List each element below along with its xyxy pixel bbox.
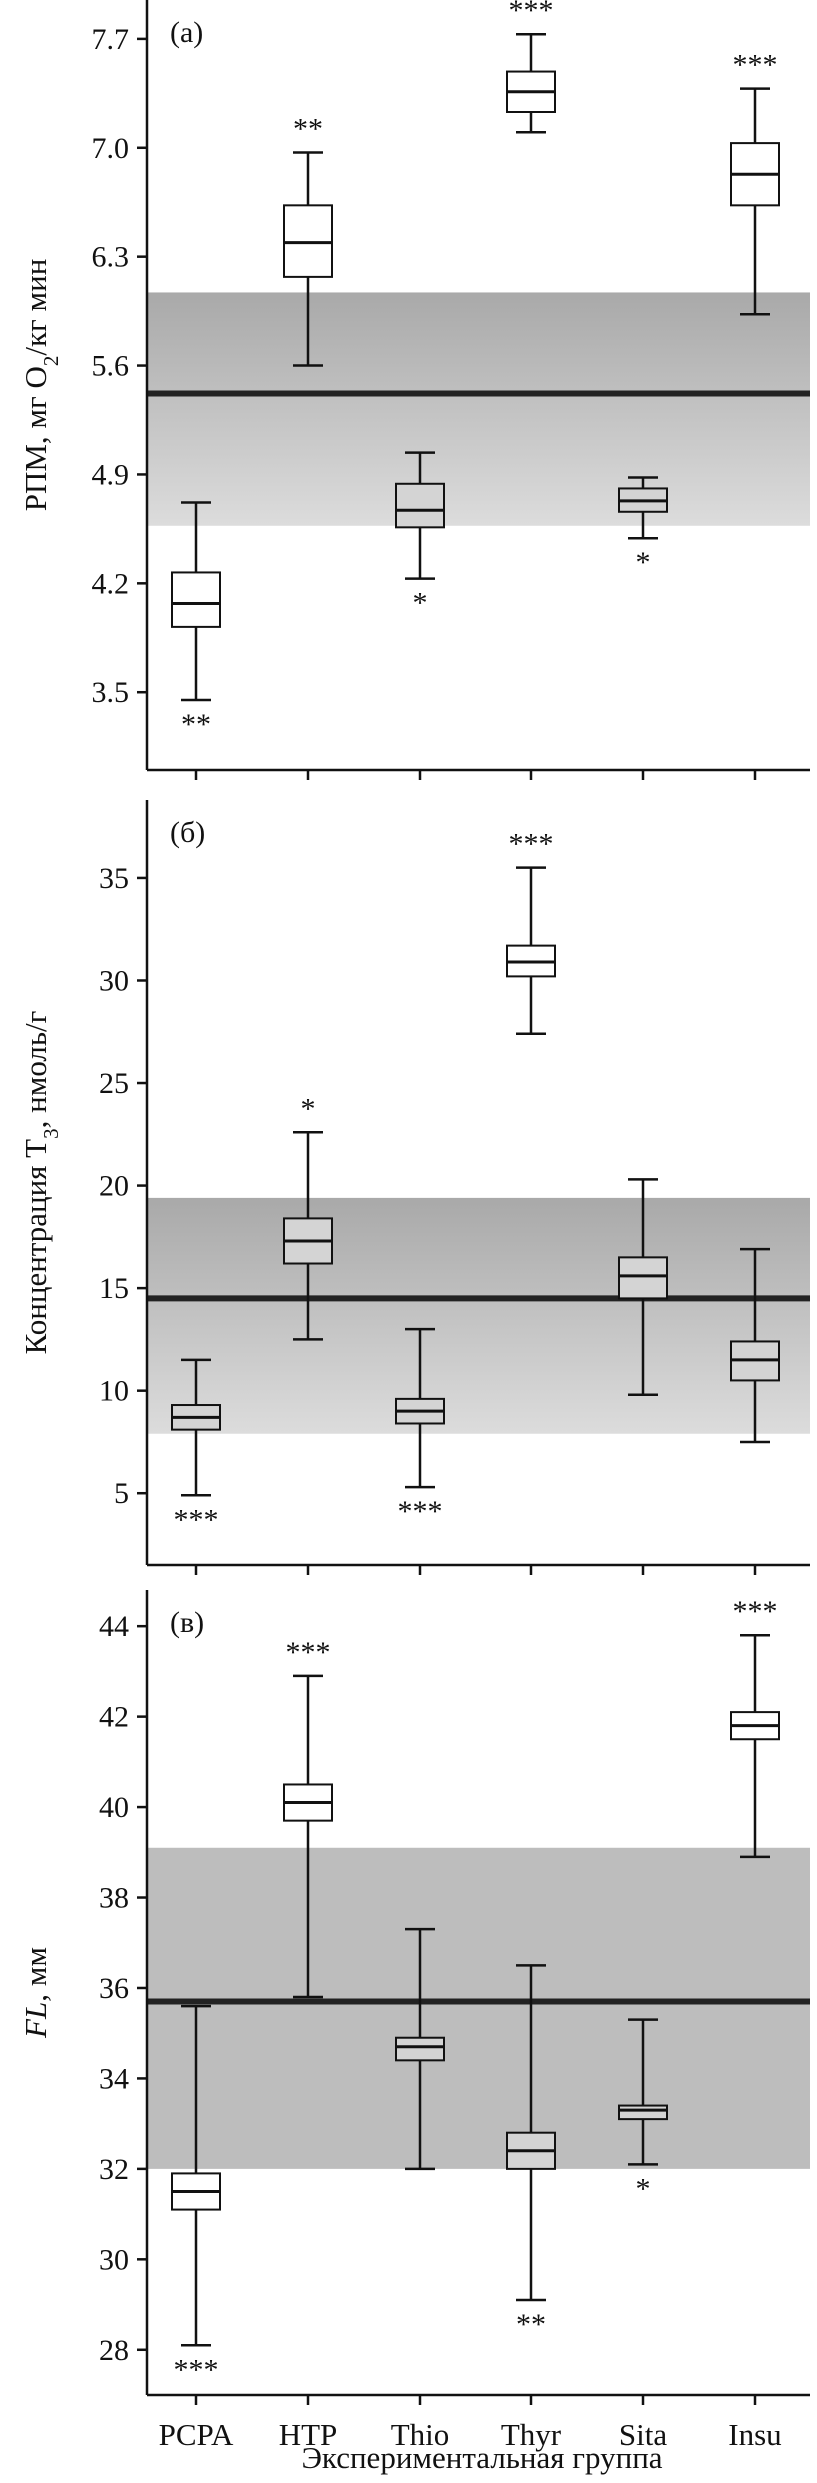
significance-label: ** — [181, 708, 211, 741]
significance-label: *** — [174, 2353, 219, 2386]
panel-2: 5 10 15 20 25 30 35 (б) Концентрация T3, нмоль/г… — [18, 800, 810, 1575]
y-tick-label: 36 — [99, 1972, 129, 2005]
y-axis-title: Концентрация T3, нмоль/г — [18, 1011, 63, 1355]
box-body — [171, 571, 221, 628]
box-body — [618, 2104, 668, 2121]
category-label: Insu — [728, 2417, 781, 2452]
y-axis-title: РПМ, мг O2/кг мин — [18, 259, 63, 512]
significance-label: * — [301, 1092, 316, 1125]
reference-band — [147, 1197, 810, 1434]
y-tick-label: 38 — [99, 1882, 129, 1915]
y-tick-label: 6.3 — [92, 241, 130, 274]
y-tick-label: 28 — [99, 2334, 129, 2367]
box-thio: *** — [395, 1327, 445, 1528]
significance-label: *** — [733, 49, 778, 82]
y-tick-label: 4.9 — [92, 458, 130, 491]
y-tick-label: 34 — [99, 2062, 129, 2095]
box-thio — [395, 1927, 445, 2171]
y-tick-label: 30 — [99, 964, 129, 997]
box-htp: * — [283, 1092, 333, 1341]
y-tick-label: 30 — [99, 2243, 129, 2276]
y-tick-label: 5 — [114, 1477, 129, 1510]
y-tick-label: 10 — [99, 1375, 129, 1408]
category-label: HTP — [279, 2417, 338, 2452]
y-tick-label: 5.6 — [92, 350, 130, 383]
panel-1: 3.5 4.2 4.9 5.6 6.3 7.0 7.7 (а) РПМ, мг O2/кг ми… — [18, 0, 810, 780]
box-body — [395, 2036, 445, 2062]
box-thyr: ** — [506, 1964, 556, 2341]
significance-label: * — [636, 2172, 651, 2205]
significance-label: * — [636, 546, 651, 579]
box-insu: *** — [730, 1595, 780, 1859]
box-thyr: *** — [506, 828, 556, 1036]
box-htp: *** — [283, 1636, 333, 1999]
y-tick-label: 7.7 — [92, 23, 130, 56]
significance-label: *** — [509, 0, 554, 27]
category-label: PCPA — [159, 2417, 234, 2452]
y-tick-label: 32 — [99, 2153, 129, 2186]
panel-label: (б) — [170, 816, 205, 849]
reference-band — [147, 1847, 810, 2169]
y-tick-label: 15 — [99, 1272, 129, 1305]
box-body — [395, 482, 445, 529]
box-sita — [618, 1178, 668, 1397]
significance-label: *** — [509, 828, 554, 861]
y-tick-label: 44 — [99, 1610, 129, 1643]
box-body — [283, 204, 333, 278]
significance-label: *** — [398, 1495, 443, 1528]
reference-band — [147, 292, 810, 526]
panel-label: (в) — [170, 1606, 204, 1639]
y-tick-label: 7.0 — [92, 132, 130, 165]
box-pcpa: *** — [171, 2004, 221, 2386]
significance-label: * — [413, 587, 428, 620]
y-tick-label: 4.2 — [92, 567, 130, 600]
significance-label: ** — [516, 2308, 546, 2341]
y-axis-title: FL, мм — [18, 1947, 53, 2039]
box-insu: *** — [730, 49, 780, 316]
category-label: Thyr — [501, 2417, 562, 2452]
y-tick-label: 3.5 — [92, 676, 130, 709]
y-tick-label: 42 — [99, 1701, 129, 1734]
box-htp: ** — [283, 112, 333, 367]
significance-label: *** — [174, 1503, 219, 1536]
significance-label: *** — [733, 1595, 778, 1628]
box-sita: * — [618, 2018, 668, 2205]
x-axis-title: Экспериментальная группа — [301, 2440, 662, 2475]
box-insu — [730, 1247, 780, 1444]
y-tick-label: 40 — [99, 1791, 129, 1824]
y-tick-label: 35 — [99, 862, 129, 895]
box-pcpa: ** — [171, 501, 221, 741]
category-label: Sita — [619, 2417, 667, 2452]
category-label: Thio — [391, 2417, 450, 2452]
box-sita: * — [618, 476, 668, 579]
significance-label: ** — [293, 112, 323, 145]
y-tick-label: 25 — [99, 1067, 129, 1100]
y-tick-label: 20 — [99, 1170, 129, 1203]
box-pcpa: *** — [171, 1358, 221, 1536]
panel-label: (а) — [170, 16, 203, 49]
box-thyr: *** — [506, 0, 556, 134]
box-body — [618, 1256, 668, 1300]
box-thio: * — [395, 451, 445, 620]
significance-label: *** — [286, 1636, 331, 1669]
